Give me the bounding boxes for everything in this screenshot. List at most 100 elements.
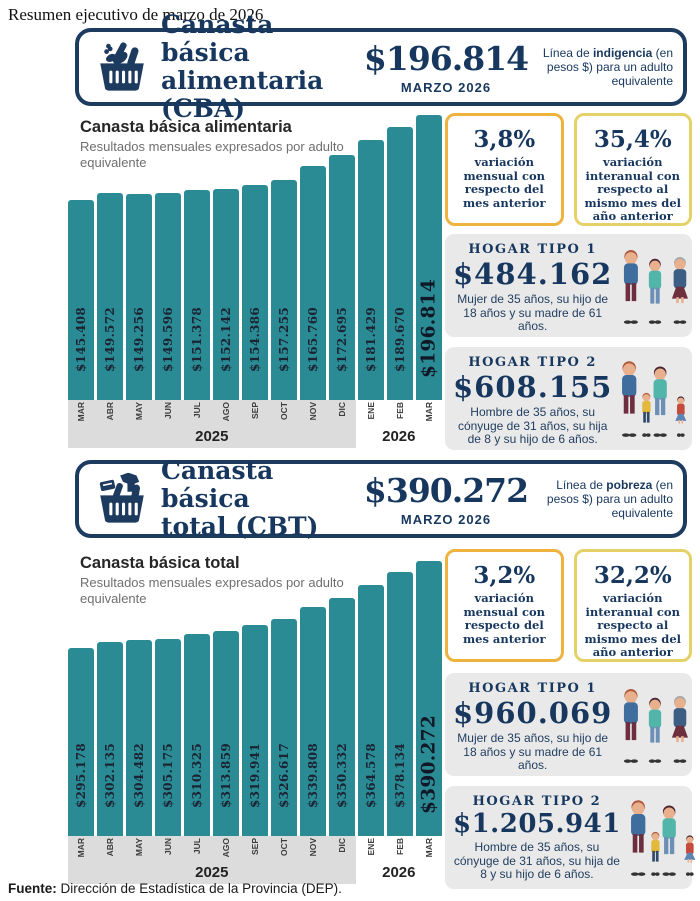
- cba-chart-subtitle: Resultados mensuales expresados por adul…: [80, 139, 344, 171]
- cba-header-banner: Canasta básica alimentaria (CBA) $196.81…: [75, 11, 687, 123]
- cbt-note-bold: pobreza: [606, 477, 653, 492]
- bar-abr-1: $302.135: [97, 641, 123, 836]
- cba-hogar-tipo-1-card: HOGAR TIPO 1 $484.162 Mujer de 35 años, …: [445, 234, 692, 337]
- cba-hogar2-desc: Hombre de 35 años, su cónyuge de 31 años…: [457, 405, 608, 447]
- cbt-chart-subtitle: Resultados mensuales expresados por adul…: [80, 575, 344, 607]
- cbt-value: $390.272: [363, 471, 529, 510]
- source-text: Dirección de Estadística de la Provincia…: [56, 881, 342, 896]
- cba-note-bold: indigencia: [592, 45, 653, 60]
- bar-value-label: $165.760: [306, 306, 320, 372]
- cbt-hogar1-text: HOGAR TIPO 1 $960.069 Mujer de 35 años, …: [453, 681, 613, 772]
- bar-sep-6: $154.386: [242, 185, 268, 400]
- month-label-dic: DIC: [337, 402, 347, 417]
- bar-value-label: $149.596: [161, 306, 175, 372]
- month-label-feb: FEB: [395, 402, 405, 419]
- cbt-price-block: $390.272 MARZO 2026: [357, 471, 535, 527]
- cba-title-line2: alimentaria (CBA): [161, 66, 324, 123]
- bar-ene-10: $364.578: [358, 584, 384, 836]
- bar-may-2: $149.256: [126, 193, 152, 400]
- month-label-jul: JUL: [192, 402, 202, 419]
- cbt-chart: Canasta básica total Resultados mensuale…: [62, 548, 443, 884]
- bar-value-label: $196.814: [418, 279, 440, 378]
- cbt-monthly-variation-value: 3,2%: [473, 562, 536, 589]
- bar-value-label: $295.178: [74, 742, 88, 808]
- bar-abr-1: $149.572: [97, 193, 123, 400]
- bar-value-label: $350.332: [335, 742, 349, 808]
- bar-mar-12: $390.272: [416, 561, 442, 836]
- bar-nov-8: $165.760: [300, 166, 326, 400]
- bar-value-label: $149.572: [103, 306, 117, 372]
- cba-monthly-variation-label: variación mensual con respecto del mes a…: [462, 155, 546, 210]
- year-label-2026: 2026: [382, 864, 416, 881]
- cba-value: $196.814: [363, 39, 529, 78]
- cbt-hogar1-value: $960.069: [453, 696, 613, 730]
- bar-jun-3: $149.596: [155, 193, 181, 400]
- bar-mar-0: $295.178: [68, 648, 94, 836]
- bar-value-label: $378.134: [393, 742, 407, 808]
- bar-ago-5: $152.142: [213, 188, 239, 400]
- bar-may-2: $304.482: [126, 639, 152, 836]
- month-label-sep: SEP: [250, 838, 260, 856]
- month-label-feb: FEB: [395, 838, 405, 855]
- cbt-title: Canasta básica total (CBT): [161, 457, 357, 541]
- bar-nov-8: $339.808: [300, 607, 326, 836]
- cbt-hogar1-title: HOGAR TIPO 1: [468, 681, 597, 696]
- month-label-ene: ENE: [366, 402, 376, 420]
- month-label-mar: MAR: [424, 402, 434, 422]
- cba-price-block: $196.814 MARZO 2026: [357, 39, 535, 95]
- bar-ago-5: $313.859: [213, 630, 239, 836]
- month-label-dic: DIC: [337, 838, 347, 853]
- cbt-hogar2-text: HOGAR TIPO 2 $1.205.941 Hombre de 35 año…: [453, 794, 621, 883]
- month-label-mar: MAR: [424, 838, 434, 858]
- cba-chart: Canasta básica alimentaria Resultados me…: [62, 112, 443, 448]
- bar-mar-0: $145.408: [68, 200, 94, 400]
- bar-value-label: $313.859: [219, 742, 233, 808]
- bar-value-label: $154.386: [248, 306, 262, 372]
- cba-hogar-tipo-2-card: HOGAR TIPO 2 $608.155 Hombre de 35 años,…: [445, 347, 692, 450]
- month-label-ago: AGO: [221, 838, 231, 858]
- cbt-note: Línea de pobreza (en pesos $) para un ad…: [535, 478, 673, 520]
- month-label-abr: ABR: [105, 402, 115, 421]
- cbt-hogar-tipo-1-card: HOGAR TIPO 1 $960.069 Mujer de 35 años, …: [445, 673, 692, 776]
- cbt-monthly-variation-label: variación mensual con respecto del mes a…: [462, 591, 546, 646]
- bar-value-label: $181.429: [364, 306, 378, 372]
- cba-yearly-variation-value: 35,4%: [593, 126, 672, 153]
- cba-monthly-variation-value: 3,8%: [473, 126, 536, 153]
- month-label-ene: ENE: [366, 838, 376, 856]
- bar-jul-4: $310.325: [184, 634, 210, 836]
- cba-variation-row: 3,8% variación mensual con respecto del …: [445, 113, 692, 226]
- bar-value-label: $151.378: [190, 306, 204, 372]
- family-of-three-illustration: [612, 242, 698, 331]
- goods-basket-icon: [99, 472, 144, 523]
- cba-hogar1-title: HOGAR TIPO 1: [468, 242, 597, 257]
- bar-value-label: $364.578: [364, 742, 378, 808]
- bar-value-label: $302.135: [103, 742, 117, 808]
- month-label-abr: ABR: [105, 838, 115, 857]
- month-label-ago: AGO: [221, 402, 231, 422]
- bar-value-label: $319.941: [248, 742, 262, 808]
- cbt-chart-title: Canasta básica total: [80, 554, 240, 572]
- bar-ene-10: $181.429: [358, 140, 384, 400]
- bar-value-label: $305.175: [161, 742, 175, 808]
- family-of-four-illustration: [621, 794, 700, 883]
- cbt-hogar2-title: HOGAR TIPO 2: [472, 794, 602, 809]
- bar-value-label: $145.408: [74, 306, 88, 372]
- year-labels-row: 2025 2026: [68, 428, 442, 446]
- bar-value-label: $149.256: [132, 306, 146, 372]
- page-title: Resumen ejecutivo de marzo de 2026: [8, 5, 264, 24]
- year-2025-band: [68, 400, 356, 448]
- cba-yearly-variation-label: variación interanual con respecto al mis…: [584, 155, 682, 224]
- cba-title-line1: Canasta básica: [161, 10, 274, 67]
- bar-feb-11: $189.670: [387, 126, 413, 400]
- cbt-hogar2-desc: Hombre de 35 años, su cónyuge de 31 años…: [453, 840, 620, 882]
- month-labels-row: MAR ABR MAY JUN JUL AGO SEP OCT NOV DIC ENE FEB MAR: [68, 400, 442, 430]
- bar-value-label: $326.617: [277, 742, 291, 808]
- cbt-yearly-variation-value: 32,2%: [593, 562, 672, 589]
- cbt-monthly-variation-box: 3,2% variación mensual con respecto del …: [445, 549, 564, 662]
- month-label-jun: JUN: [163, 838, 173, 856]
- year-label-2026: 2026: [382, 428, 416, 445]
- cbt-bars: $295.178 $302.135 $304.482 $305.175 $310.325…: [68, 561, 442, 836]
- month-label-sep: SEP: [250, 402, 260, 420]
- bar-value-label: $152.142: [219, 306, 233, 372]
